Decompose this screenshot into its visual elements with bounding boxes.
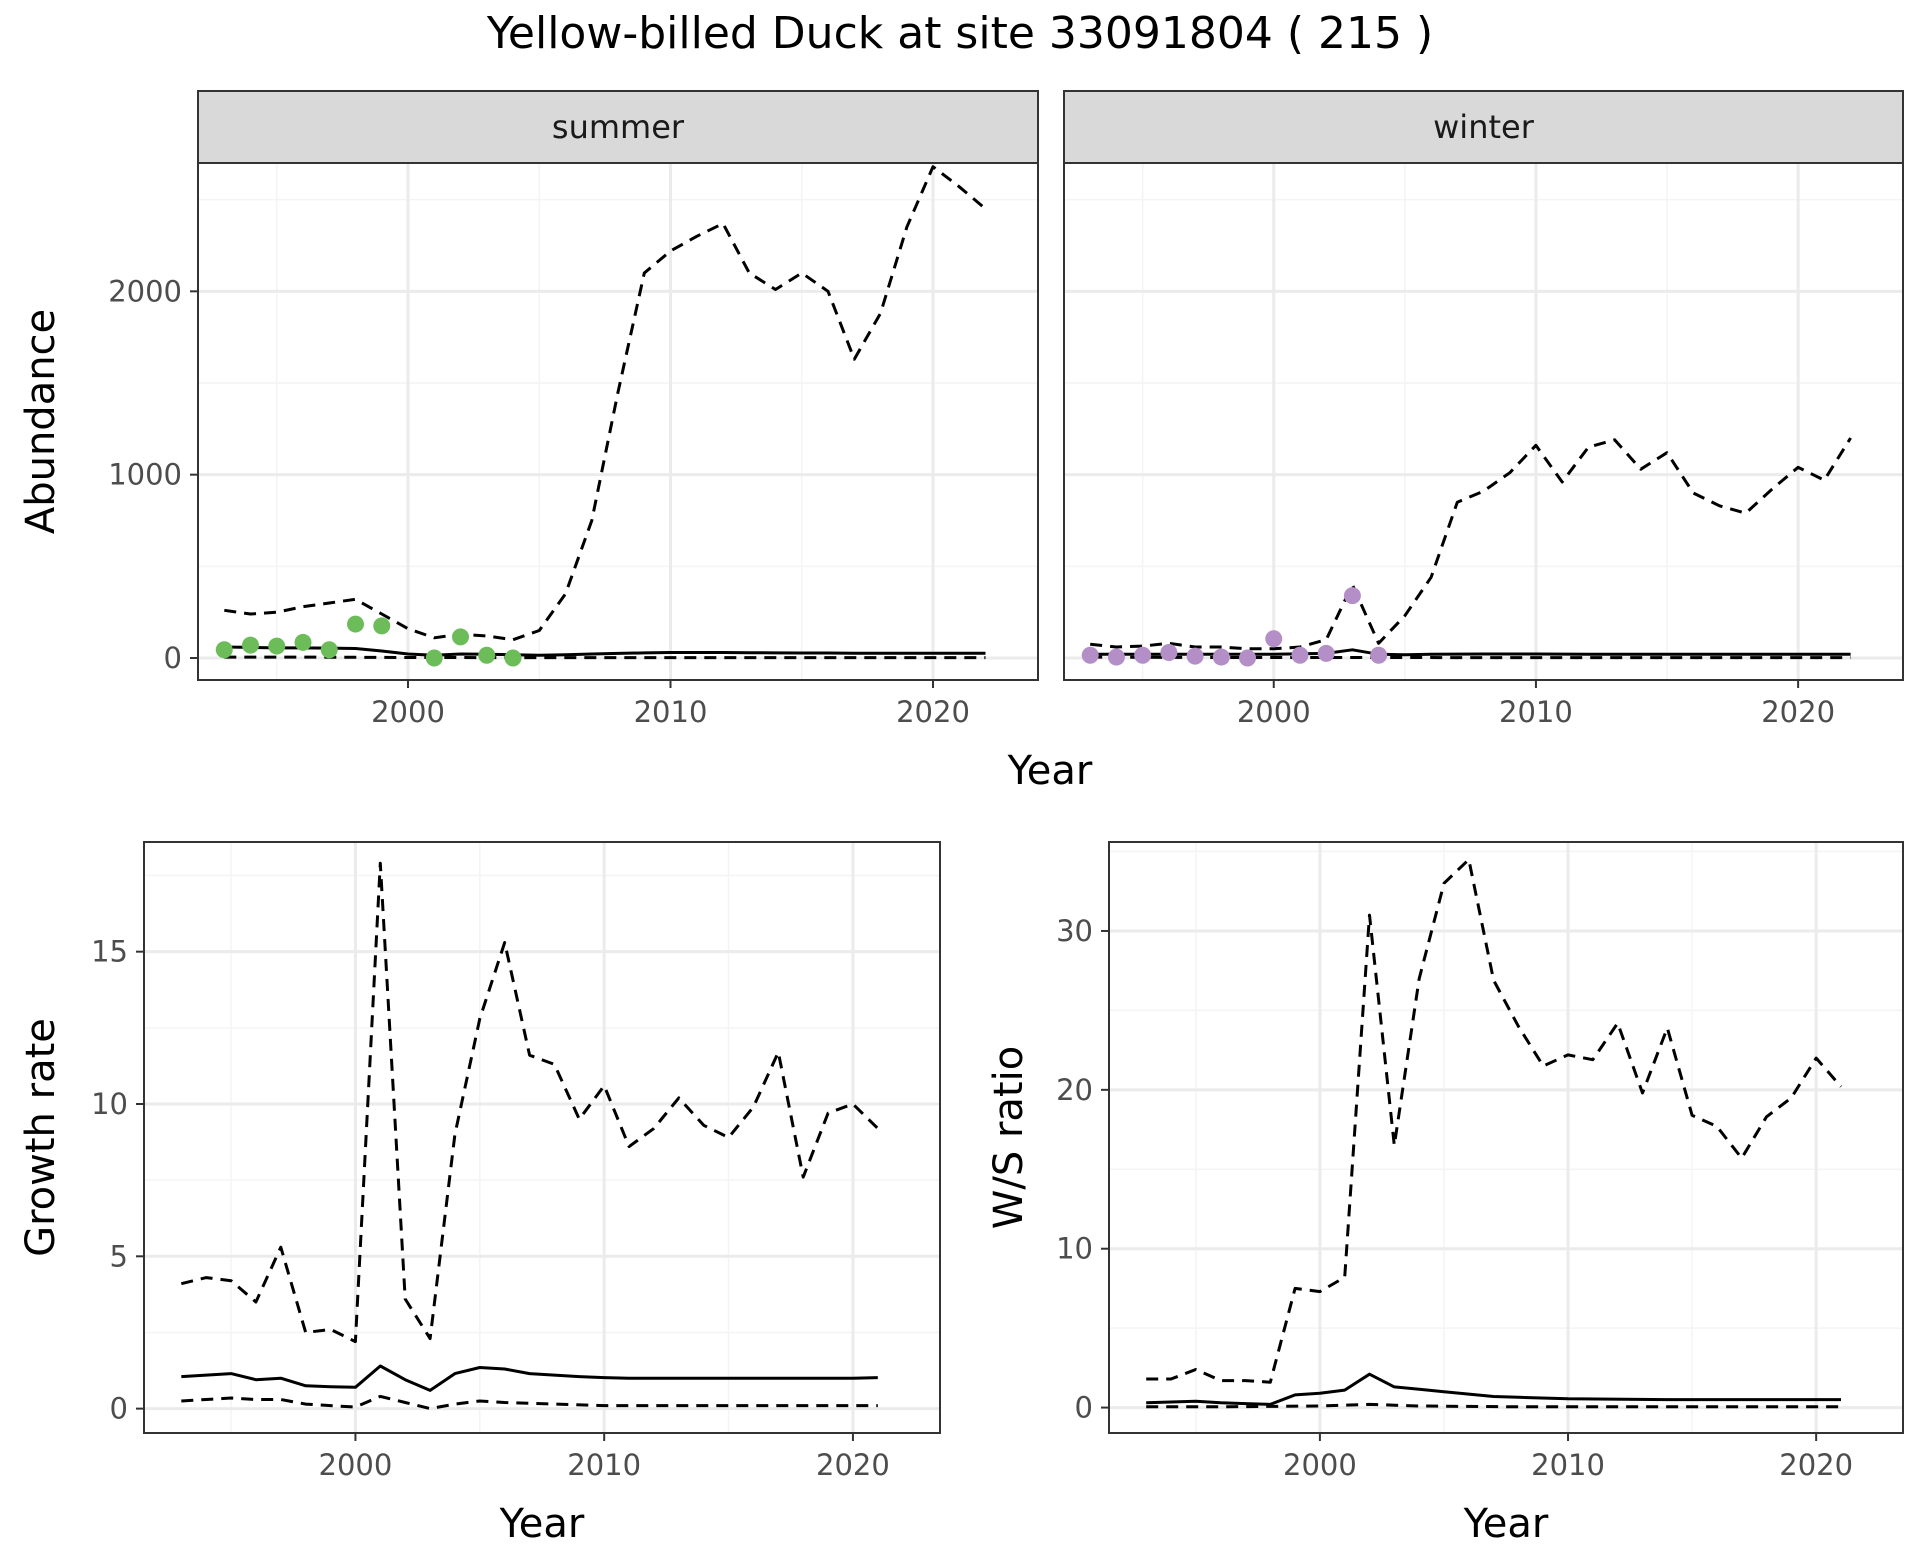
data-point <box>1291 646 1309 664</box>
data-point <box>504 649 522 667</box>
y-tick-label: 10 <box>1056 1232 1093 1266</box>
y-tick-label: 20 <box>1056 1073 1093 1107</box>
x-tick-label: 2020 <box>1761 695 1835 729</box>
data-point <box>1343 587 1361 605</box>
y-tick-label: 30 <box>1056 914 1093 948</box>
facet-strip-label: summer <box>552 108 685 146</box>
panel-background <box>144 842 940 1433</box>
data-point <box>1160 644 1178 661</box>
panel-border <box>143 841 941 1434</box>
y-tick-label: 0 <box>164 641 182 675</box>
data-point <box>1134 646 1152 664</box>
panel-background <box>1109 842 1903 1433</box>
x-tick-label: 2000 <box>1237 695 1311 729</box>
panel-background <box>1064 163 1903 680</box>
data-point <box>1081 646 1099 664</box>
panel-winter: winter 2000 2010 2020 <box>1063 90 1904 729</box>
x-tick-label: 2010 <box>634 695 708 729</box>
y-tick-label: 1000 <box>108 458 182 492</box>
data-point <box>425 649 443 667</box>
panel-ws_ratio: 2000 2010 2020 0 10 20 30 Year W/S ratio <box>986 841 1904 1547</box>
x-tick-label: 2020 <box>896 695 970 729</box>
series-line-lower-bound <box>1146 1402 1841 1409</box>
data-point <box>373 617 391 635</box>
y-tick-label: 5 <box>110 1239 128 1273</box>
x-tick-label: 2010 <box>567 1448 641 1482</box>
data-point <box>1317 644 1335 662</box>
series-line-estimate <box>1090 648 1851 657</box>
x-tick-label: 2020 <box>816 1448 890 1482</box>
panel-border <box>1108 841 1904 1434</box>
series-line-lower-bound <box>181 1394 878 1411</box>
series-line-estimate <box>224 645 986 657</box>
panel-growth: 2000 2010 2020 0 5 10 15 Year Growth rate <box>18 841 941 1547</box>
series-line-upper-bound <box>180 861 879 1344</box>
data-point <box>452 628 469 646</box>
data-point <box>478 646 496 664</box>
x-tick-label: 2000 <box>1283 1448 1357 1482</box>
y-tick-label: 10 <box>91 1087 128 1121</box>
facet-strip <box>1063 90 1904 164</box>
y-tick-label: 0 <box>1075 1391 1093 1425</box>
data-point <box>268 637 286 655</box>
x-tick-label: 2010 <box>1499 695 1573 729</box>
x-axis-title: Year <box>1007 748 1093 794</box>
y-tick-label: 0 <box>110 1392 128 1426</box>
series-line-estimate <box>181 1364 878 1392</box>
data-point <box>1186 647 1204 665</box>
y-axis-title: W/S ratio <box>986 1046 1032 1229</box>
series-line-estimate <box>1146 1372 1841 1406</box>
x-tick-label: 2020 <box>1779 1448 1853 1482</box>
y-tick-label: 15 <box>91 935 128 969</box>
facet-strip <box>197 90 1039 164</box>
data-point <box>215 641 233 659</box>
data-point <box>320 641 338 659</box>
x-axis-title: Year <box>499 1501 585 1547</box>
y-tick-label: 2000 <box>108 274 182 308</box>
data-point <box>1370 646 1388 664</box>
y-axis-title: Growth rate <box>18 1018 64 1257</box>
x-axis-title: Year <box>1463 1501 1549 1547</box>
data-point <box>1265 630 1283 648</box>
x-tick-label: 2010 <box>1531 1448 1605 1482</box>
data-point <box>242 636 259 654</box>
panel-background <box>198 163 1038 680</box>
data-point <box>1212 648 1230 666</box>
y-axis-title: Abundance <box>18 309 64 534</box>
series-line-upper-bound <box>224 165 987 642</box>
data-point <box>1239 649 1257 667</box>
panel-summer: summer 2000 2010 2020 0 1000 2000 Year Abundance <box>18 90 1093 794</box>
series-line-upper-bound <box>1146 858 1843 1384</box>
x-tick-label: 2000 <box>371 695 445 729</box>
data-point <box>294 633 312 651</box>
x-tick-label: 2000 <box>319 1448 393 1482</box>
data-point <box>347 615 364 633</box>
data-point <box>1107 648 1125 666</box>
facet-strip-label: winter <box>1433 108 1535 146</box>
chart-title: Yellow-billed Duck at site 33091804 ( 21… <box>486 8 1433 59</box>
series-line-upper-bound <box>1090 437 1852 651</box>
